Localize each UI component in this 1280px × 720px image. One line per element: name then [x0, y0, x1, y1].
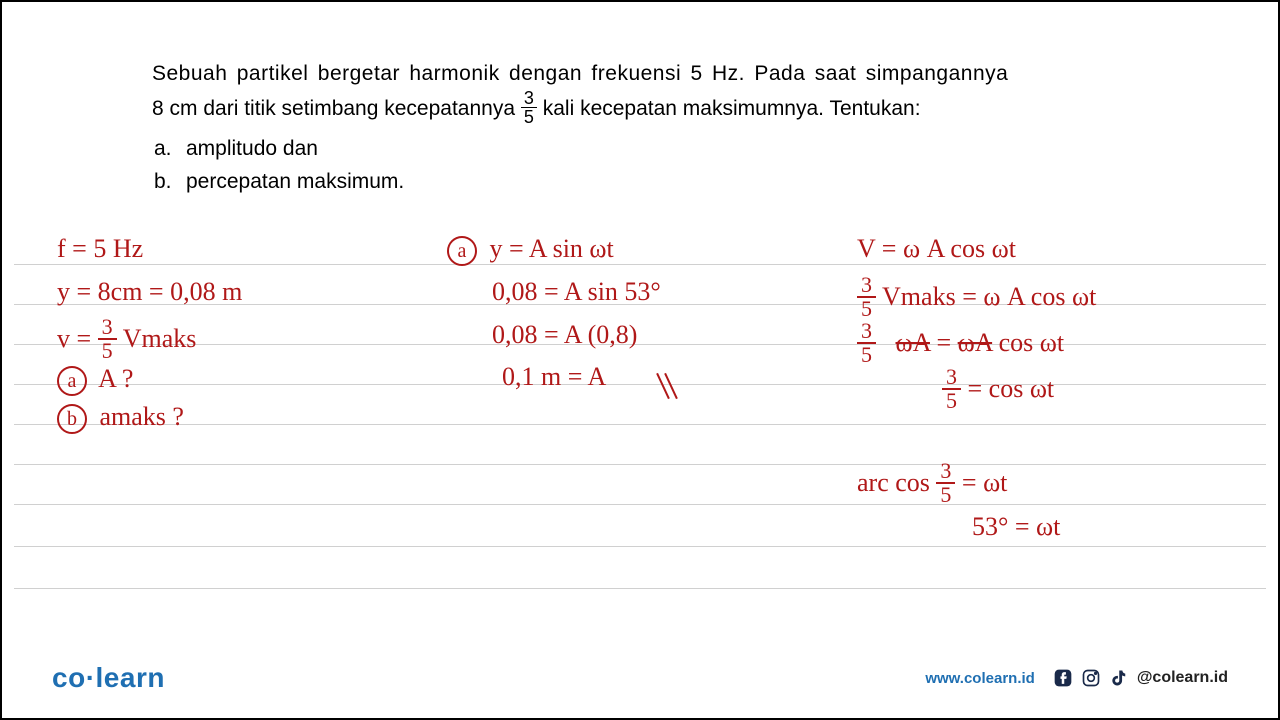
ruled-line — [14, 264, 1266, 265]
hw-v-frac: 3 5 — [98, 316, 117, 362]
question-line-2b: kali kecepatan maksimumnya. Tentukan: — [543, 97, 921, 120]
question-block: Sebuah partikel bergetar harmonik dengan… — [152, 57, 1128, 199]
item-a-text: amplitudo dan — [186, 132, 318, 166]
ruled-line — [14, 588, 1266, 589]
footer-handle: @colearn.id — [1137, 669, 1228, 687]
footer-url: www.colearn.id — [925, 670, 1034, 687]
hw-r3-strike2: ωA — [958, 328, 992, 357]
question-line-2a: 8 cm dari titik setimbang kecepatannya — [152, 97, 521, 120]
fraction-denominator: 5 — [521, 108, 537, 126]
hw-v-post: Vmaks — [123, 324, 197, 353]
question-item-b: b. percepatan maksimum. — [152, 165, 1128, 199]
hw-r4-frac: 3 5 — [942, 366, 961, 412]
question-items: a. amplitudo dan b. percepatan maksimum. — [152, 132, 1128, 199]
circ-a-mid: a — [447, 236, 477, 266]
hw-r3-strike1: ωA — [896, 328, 930, 357]
logo-co: co — [52, 662, 86, 693]
ruled-line — [14, 504, 1266, 505]
fraction-numerator: 3 — [521, 89, 537, 108]
instagram-icon — [1081, 668, 1101, 688]
hw-m4: 0,1 m = A — [502, 362, 606, 392]
footer-right: www.colearn.id @colearn.id — [925, 668, 1228, 688]
hw-r2: 3 5 Vmaks = ω A cos ωt — [857, 276, 1096, 322]
hw-ask-a: a A ? — [57, 364, 133, 396]
circ-a: a — [57, 366, 87, 396]
hw-ask-b: b amaks ? — [57, 402, 184, 434]
question-item-a: a. amplitudo dan — [152, 132, 1128, 166]
ruled-line — [14, 464, 1266, 465]
hw-m3: 0,08 = A (0,8) — [492, 320, 637, 350]
hw-r6: 53° = ωt — [972, 512, 1060, 542]
footer: co·learn www.colearn.id @colearn.id — [52, 662, 1228, 694]
logo-learn: learn — [96, 662, 165, 693]
hw-m1: a y = A sin ωt — [447, 234, 614, 266]
item-b-label: b. — [152, 165, 186, 199]
hw-y: y = 8cm = 0,08 m — [57, 277, 242, 307]
ruled-line — [14, 424, 1266, 425]
hw-r3-frac: 3 5 — [857, 320, 876, 366]
circ-b: b — [57, 404, 87, 434]
ruled-line — [14, 546, 1266, 547]
double-slash-icon — [662, 372, 692, 402]
social-icons: @colearn.id — [1053, 668, 1228, 688]
item-b-text: percepatan maksimum. — [186, 165, 404, 199]
hw-r5-frac: 3 5 — [936, 460, 955, 506]
hw-r3: 3 5 ωA = ωA cos ωt — [857, 322, 1064, 368]
ruled-line — [14, 344, 1266, 345]
hw-r2-frac: 3 5 — [857, 274, 876, 320]
ruled-line — [14, 384, 1266, 385]
hw-v-pre: v = — [57, 324, 98, 353]
hw-m2: 0,08 = A sin 53° — [492, 277, 661, 307]
facebook-icon — [1053, 668, 1073, 688]
hw-r4: 3 5 = cos ωt — [942, 368, 1054, 414]
item-a-label: a. — [152, 132, 186, 166]
question-line-2: 8 cm dari titik setimbang kecepatannya 3… — [152, 91, 1128, 128]
hw-v: v = 3 5 Vmaks — [57, 318, 196, 364]
question-line-1: Sebuah partikel bergetar harmonik dengan… — [152, 57, 1128, 91]
brand-logo: co·learn — [52, 662, 165, 694]
question-fraction: 3 5 — [521, 89, 537, 126]
hw-r5: arc cos 3 5 = ωt — [857, 462, 1007, 508]
hw-r1: V = ω A cos ωt — [857, 234, 1016, 264]
tiktok-icon — [1109, 668, 1129, 688]
hw-f: f = 5 Hz — [57, 234, 143, 264]
